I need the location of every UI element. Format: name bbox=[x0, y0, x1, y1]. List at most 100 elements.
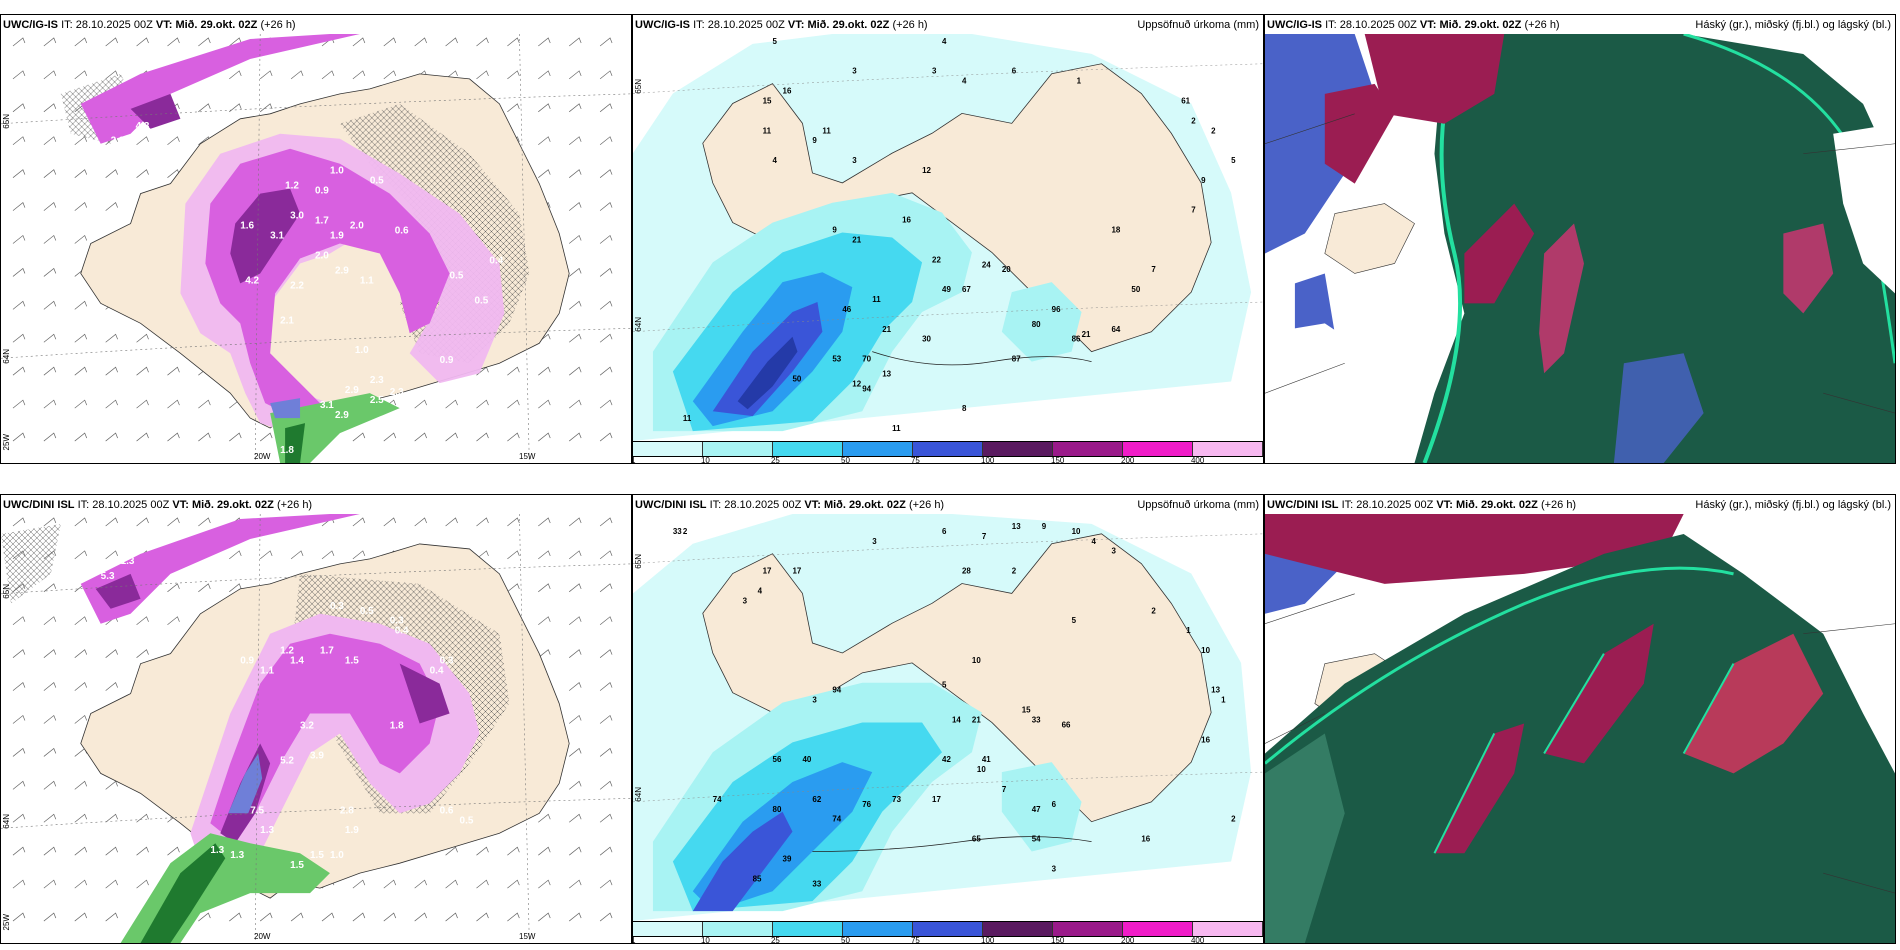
vt-label: VT: bbox=[1436, 499, 1453, 511]
wind-barb bbox=[599, 879, 613, 889]
precip-100 bbox=[737, 336, 798, 410]
lat-label-mid: 64N bbox=[2, 349, 11, 364]
wind-barb bbox=[105, 912, 118, 922]
map-area[interactable]: 1.3 5.3 0.3 0.5 0.3 0.4 1.2 1.4 1.7 1.5 0.9 1.1 0.3 0… bbox=[1, 514, 631, 943]
value-label: 2 bbox=[1151, 606, 1156, 615]
value-label: 0.6 bbox=[395, 226, 409, 237]
value-label: 80 bbox=[1032, 320, 1041, 329]
map-area[interactable] bbox=[1265, 34, 1895, 463]
wind-barb bbox=[43, 682, 57, 691]
wind-barb bbox=[74, 366, 88, 376]
map-area[interactable]: 5 4 3 3 6 4 1 16 15 11 11 9 4 3 9 12 21 16 22 24 20 11 46 49 30 2… bbox=[633, 34, 1263, 441]
wind-barb bbox=[229, 37, 242, 47]
wind-barb bbox=[538, 399, 551, 409]
lead-time: (+26 h) bbox=[1524, 19, 1560, 31]
wind-barb bbox=[599, 682, 613, 691]
panel-right-title: Uppsöfnuð úrkoma (mm) bbox=[1137, 499, 1259, 511]
wind-barb bbox=[599, 714, 613, 724]
wind-barb bbox=[538, 550, 551, 560]
value-label: 3 bbox=[852, 67, 857, 76]
value-label: 1.3 bbox=[230, 850, 244, 861]
wind-barb bbox=[507, 879, 520, 889]
value-label: 10 bbox=[1072, 527, 1081, 536]
value-label: 2 bbox=[683, 527, 688, 536]
wind-barb bbox=[43, 912, 57, 922]
wind-barb bbox=[43, 333, 57, 343]
wind-barb bbox=[12, 136, 26, 146]
wind-barb bbox=[383, 912, 397, 922]
value-labels: 1.34.32.93.03.11.61.21.00.90.52.04.2 2.21… bbox=[111, 56, 504, 456]
value-label: 5.2 bbox=[280, 755, 294, 766]
value-label: 54 bbox=[1032, 835, 1041, 844]
wind-barb bbox=[105, 202, 118, 211]
mid-cloud-band-1 bbox=[1434, 723, 1525, 854]
panel-accum-precip-dini: UWC/DINI ISL IT: 28.10.2025 00Z VT: Mið.… bbox=[632, 494, 1264, 944]
wind-barb bbox=[599, 846, 613, 856]
wind-barb bbox=[352, 37, 366, 47]
value-label: 1.3 bbox=[121, 556, 135, 567]
value-label: 1.5 bbox=[290, 860, 304, 871]
wind-barb bbox=[259, 103, 273, 113]
wind-barb bbox=[12, 333, 26, 343]
wind-barb bbox=[105, 517, 118, 527]
wind-barb bbox=[538, 879, 551, 889]
value-label: 41 bbox=[982, 755, 991, 764]
value-label: 17 bbox=[763, 567, 772, 576]
value-label: 2.9 bbox=[335, 410, 349, 421]
value-label: 53 bbox=[832, 355, 841, 364]
model-name: UWC/IG-IS bbox=[635, 19, 690, 31]
panel-clouds-igis: UWC/IG-IS IT: 28.10.2025 00Z VT: Mið. 29… bbox=[1264, 14, 1896, 464]
value-label: 66 bbox=[1062, 720, 1071, 729]
wind-barb bbox=[105, 366, 118, 376]
value-label: 2.1 bbox=[280, 315, 294, 326]
lon-label-right: 15W bbox=[519, 452, 536, 461]
wind-barb bbox=[12, 682, 26, 691]
wind-barb bbox=[476, 37, 489, 47]
vt-label: VT: bbox=[172, 499, 189, 511]
map-area[interactable] bbox=[1265, 514, 1895, 943]
wind-barb bbox=[43, 517, 57, 527]
value-label: 2 bbox=[1191, 116, 1196, 125]
value-label: 21 bbox=[882, 325, 891, 334]
it-value: 28.10.2025 00Z bbox=[1356, 499, 1434, 511]
panel-header: UWC/IG-IS IT: 28.10.2025 00Z VT: Mið. 29… bbox=[635, 16, 1259, 34]
wind-barb bbox=[321, 550, 335, 560]
wind-barb bbox=[445, 879, 458, 889]
wind-barb bbox=[43, 103, 57, 113]
vt-value: Mið. 29.okt. 02Z bbox=[1439, 19, 1522, 31]
wind-barb bbox=[105, 333, 118, 343]
colorbar-tick-label: 100 bbox=[981, 936, 995, 944]
vt-value: Mið. 29.okt. 02Z bbox=[191, 499, 274, 511]
wind-barb bbox=[12, 202, 26, 211]
lat-label-mid: 64N bbox=[634, 787, 643, 802]
value-label: 1.3 bbox=[260, 825, 274, 836]
wind-barb bbox=[136, 813, 149, 823]
value-label: 4 bbox=[1092, 537, 1097, 546]
value-label: 86 bbox=[1072, 335, 1081, 344]
value-label: 1 bbox=[1186, 626, 1191, 635]
wind-barb bbox=[290, 550, 304, 560]
wind-barb bbox=[599, 366, 613, 376]
wind-barb bbox=[43, 747, 57, 757]
wind-barb bbox=[476, 432, 489, 442]
wind-barb bbox=[43, 649, 57, 658]
wind-barb bbox=[105, 550, 118, 560]
value-label: 3 bbox=[932, 67, 937, 76]
wind-barb bbox=[568, 550, 582, 560]
graticule bbox=[633, 533, 1263, 803]
wind-barb bbox=[445, 846, 458, 856]
wind-barb bbox=[74, 649, 88, 658]
wind-barb bbox=[229, 432, 242, 442]
wind-barb bbox=[599, 517, 613, 527]
map-area[interactable]: 1.3 4.3 2.9 3.0 3.1 1.6 1.2 1.0 0.9 0.5 2.0 4.2 2.2 1… bbox=[1, 34, 631, 463]
map-area[interactable]: 2 3 6 7 13 9 10 4 3 28 17 17 4 3 5 2 1 10 13 16 16 10 5 14 15 3 56… bbox=[633, 514, 1263, 921]
colorbar-swatch bbox=[633, 922, 703, 936]
vt-label: VT: bbox=[787, 19, 805, 31]
value-label: 85 bbox=[753, 874, 762, 883]
wind-barb bbox=[259, 912, 273, 922]
wind-barb bbox=[476, 517, 489, 527]
value-label: 13 bbox=[882, 369, 891, 378]
wind-barb bbox=[599, 432, 613, 442]
wind-barb bbox=[568, 267, 582, 277]
